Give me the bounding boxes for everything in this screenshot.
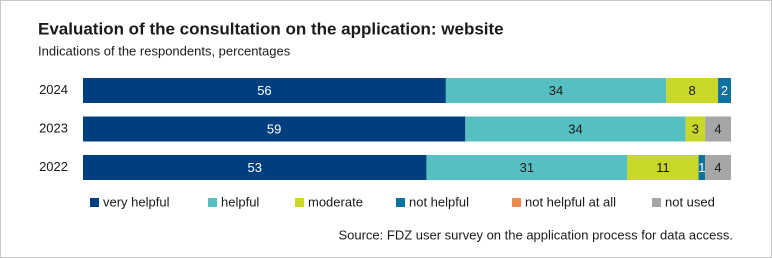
legend-swatch xyxy=(396,198,405,207)
y-tick-label: 2022 xyxy=(39,159,68,174)
bar-segment xyxy=(685,116,706,142)
data-label: 3 xyxy=(692,121,699,136)
data-label: 59 xyxy=(267,121,281,136)
bar-segment xyxy=(666,78,719,103)
bar-segment xyxy=(83,155,427,180)
bar-segment xyxy=(698,155,706,180)
data-label: 53 xyxy=(247,160,261,175)
legend-swatch xyxy=(652,198,661,207)
data-label: 4 xyxy=(714,160,721,175)
bar-segment xyxy=(627,155,699,180)
y-tick-label: 2024 xyxy=(39,82,68,97)
chart-title: Evaluation of the consultation on the ap… xyxy=(38,19,504,38)
bar-segment xyxy=(83,78,446,103)
y-tick-label: 2023 xyxy=(39,120,68,135)
data-label: 31 xyxy=(520,160,534,175)
bar-segment xyxy=(83,116,466,142)
legend-swatch xyxy=(90,198,99,207)
bar-segment xyxy=(705,116,731,142)
bar-segment xyxy=(705,155,731,180)
data-label: 56 xyxy=(257,83,271,98)
data-label: 1 xyxy=(698,160,705,175)
legend-label: moderate xyxy=(308,194,363,209)
data-label: 34 xyxy=(568,121,582,136)
legend-label: not helpful at all xyxy=(525,194,616,209)
legend-label: not helpful xyxy=(409,194,469,209)
chart-subtitle: Indications of the respondents, percenta… xyxy=(38,43,291,58)
legend-label: not used xyxy=(665,194,715,209)
data-label: 4 xyxy=(714,121,721,136)
legend-swatch xyxy=(512,198,521,207)
legend-swatch xyxy=(208,198,217,207)
data-label: 2 xyxy=(721,83,728,98)
legend-swatch xyxy=(295,198,304,207)
bar-segment xyxy=(426,155,628,180)
bar-segment xyxy=(465,116,686,142)
source-note: Source: FDZ user survey on the applicati… xyxy=(338,227,733,242)
legend-label: helpful xyxy=(221,194,259,209)
data-label: 11 xyxy=(656,160,670,175)
data-label: 34 xyxy=(549,83,563,98)
data-label: 8 xyxy=(689,83,696,98)
bar-segment xyxy=(445,78,667,103)
bar-segment xyxy=(718,78,731,103)
legend-label: very helpful xyxy=(103,194,170,209)
